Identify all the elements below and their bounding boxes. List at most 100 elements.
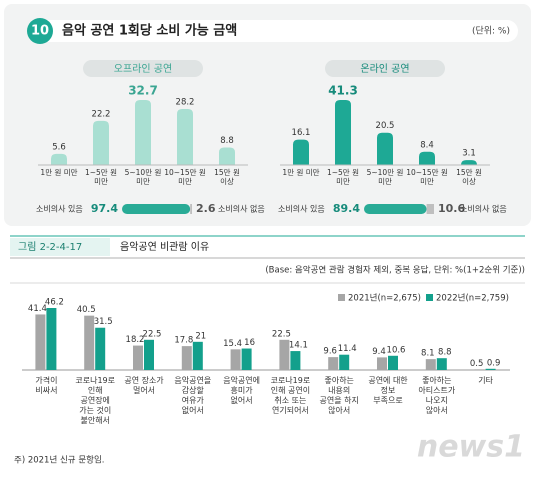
value-label: 8.8 <box>220 136 234 146</box>
value-label: 14.1 <box>289 341 308 351</box>
bar <box>279 339 290 370</box>
sub-title: 온라인 공연 <box>360 63 409 75</box>
pill <box>325 60 445 77</box>
category-label-line: 흥미가 <box>231 385 254 395</box>
category-label-line: 15만 원 <box>214 168 240 177</box>
category-label-line: 1만 원 미만 <box>282 168 319 177</box>
bar <box>144 339 154 370</box>
category-label: 음악공연을 감상할 여유가 없어서 <box>174 375 211 415</box>
category-label-line: 기타 <box>478 376 493 385</box>
value-label: 3.1 <box>462 149 476 159</box>
category-label: 1만 원 미만 <box>40 168 77 177</box>
value-label: 40.5 <box>77 305 96 315</box>
legend-label: 2022년(n=2,759) <box>436 293 509 304</box>
category-label: 음악공연에 흥미가 없어서 <box>223 375 260 405</box>
category-label-line: 10~15만 원 <box>164 168 206 177</box>
category-label: 10~15만 원 미만 <box>406 168 448 186</box>
bar <box>95 327 106 370</box>
top-panel <box>4 4 531 226</box>
category-label-line: 여유가 <box>182 395 205 405</box>
category-label-line: 음악공연을 <box>174 375 211 385</box>
bar <box>181 346 192 370</box>
category-label-line: 미만 <box>136 177 150 186</box>
category-label: 5~10만 원 미만 <box>125 168 162 186</box>
category-label-line: 공연을 하지 <box>320 395 359 405</box>
value-label: 8.8 <box>438 348 452 358</box>
category-label-line: 공연 장소가 <box>124 375 164 385</box>
summary-label: 소비의사 있음 <box>36 204 83 214</box>
category-label-line: 부족으로 <box>373 396 402 405</box>
category-label-line: 가는 것이 <box>79 405 111 415</box>
category-label-line: 5~10만 원 <box>367 168 404 177</box>
bar <box>335 100 351 165</box>
category-label: 좋아하는 내용의 공연을 하지 않아서 <box>320 375 359 415</box>
summary-bar <box>190 204 192 214</box>
value-label: 0.5 <box>470 359 484 369</box>
badge <box>27 18 53 44</box>
category-label: 5~10만 원 미만 <box>367 168 404 186</box>
value-label: 22.2 <box>92 109 111 119</box>
value-label: 0.9 <box>487 358 501 368</box>
category-label: 기타 <box>478 376 493 385</box>
category-label-line: 미만 <box>378 177 392 186</box>
summary-label: 소비의사 있음 <box>278 204 325 214</box>
value-label: 8.1 <box>421 349 435 359</box>
category-label-line: 이상 <box>220 176 234 186</box>
category-label-line: 공연에 대한 <box>368 376 408 385</box>
category-label: 좋아하는 아티스트가 나오지 않아서 <box>418 375 455 415</box>
bar <box>474 369 485 370</box>
bar <box>436 358 447 370</box>
bar <box>133 345 143 370</box>
category-label-line: 정보 <box>381 385 396 395</box>
category-label: 15만 원 이상 <box>456 168 482 186</box>
summary-value: 89.4 <box>333 202 360 215</box>
category-label-line: 인해 <box>88 385 103 395</box>
footnote: 주) 2021년 신규 문항임. <box>14 455 105 466</box>
bar <box>377 132 393 165</box>
summary-bar <box>364 204 427 214</box>
bar <box>93 120 109 165</box>
bar <box>485 368 496 370</box>
value-label: 21 <box>195 331 206 341</box>
figure-label-box <box>10 238 110 256</box>
value-label: 8.4 <box>420 140 434 150</box>
category-label-line: 좋아하는 <box>422 375 451 385</box>
legend-label: 2021년(n=2,675) <box>348 293 421 304</box>
category-label-line: 미만 <box>94 177 108 186</box>
value-label: 5.6 <box>52 142 66 152</box>
figure-label: 그림 2-2-4-17 <box>18 241 82 253</box>
category-label-line: 아티스트가 <box>418 385 455 395</box>
bar <box>46 308 57 370</box>
bar <box>388 355 398 370</box>
category-label-line: 5~10만 원 <box>125 168 162 177</box>
category-label-line: 않아서 <box>426 405 448 415</box>
summary-value: 10.6 <box>438 202 465 215</box>
value-label: 41.4 <box>28 304 47 314</box>
value-label: 20.5 <box>376 121 395 131</box>
bar <box>339 354 350 370</box>
category-label-line: 1~5만 원 <box>85 168 117 177</box>
value-label: 17.8 <box>174 336 193 346</box>
category-label-line: 비싸서 <box>35 385 57 395</box>
category-label-line: 인해 공연이 <box>271 385 310 395</box>
bar <box>84 315 95 370</box>
title: 음악 공연 1회당 소비 가능 금액 <box>62 23 237 39</box>
category-label: 공연에 대한 정보 부족으로 <box>368 376 408 405</box>
category-label-line: 멀어서 <box>133 385 155 395</box>
value-label: 11.4 <box>338 344 357 354</box>
bar <box>290 351 301 370</box>
value-label: 10.6 <box>387 345 406 355</box>
category-label-line: 이상 <box>462 176 476 186</box>
category-label-line: 취소 또는 <box>274 396 306 405</box>
category-label: 1만 원 미만 <box>282 168 319 177</box>
legend-swatch <box>426 294 433 301</box>
category-label-line: 미만 <box>178 177 192 186</box>
bar <box>377 357 387 370</box>
bar <box>192 341 203 370</box>
pill <box>83 60 203 77</box>
value-label: 41.3 <box>328 84 358 98</box>
category-label-line: 내용의 <box>328 385 350 395</box>
value-label: 22.5 <box>272 329 291 339</box>
category-label-line: 15만 원 <box>456 168 482 177</box>
bar <box>241 348 252 370</box>
